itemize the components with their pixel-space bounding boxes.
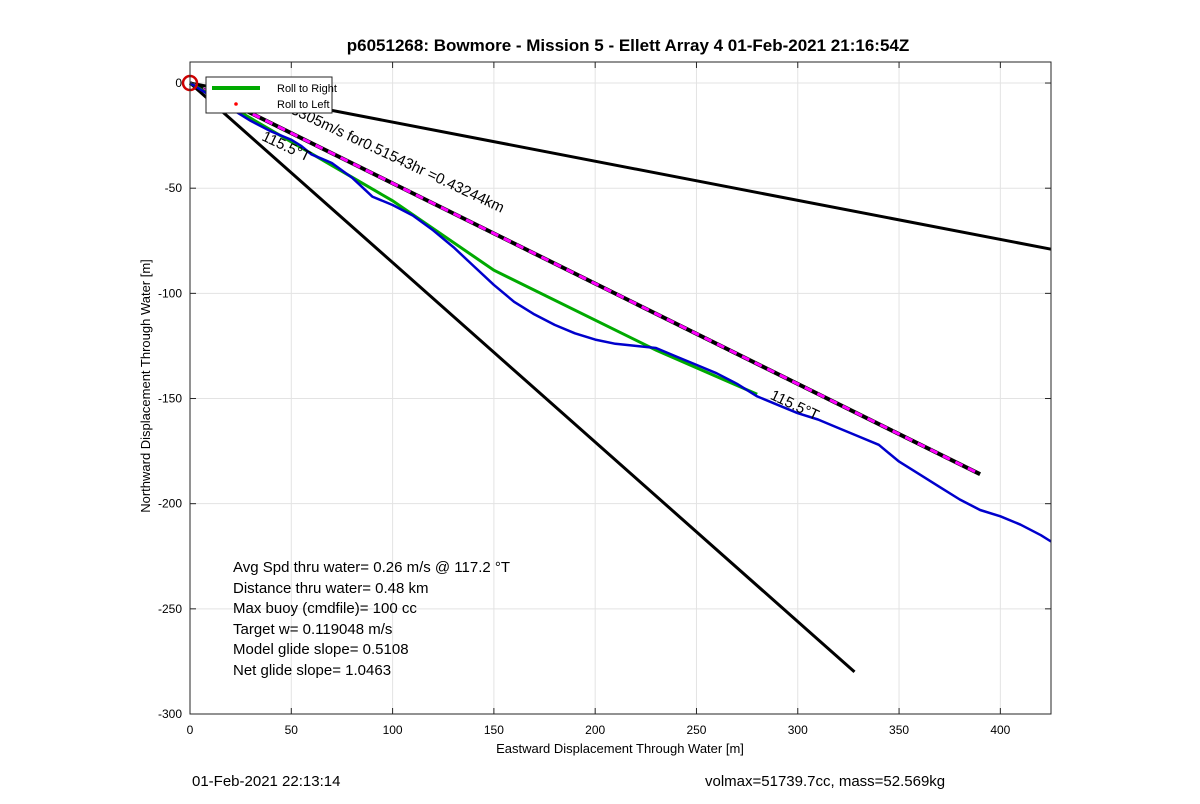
chart-title: p6051268: Bowmore - Mission 5 - Ellett A… xyxy=(347,36,910,55)
series-average-course xyxy=(189,81,981,476)
stat-avg-speed: Avg Spd thru water= 0.26 m/s @ 117.2 °T xyxy=(233,559,510,576)
stat-model-glide: Model glide slope= 0.5108 xyxy=(233,641,409,658)
x-tick-label: 200 xyxy=(585,723,605,737)
series-track xyxy=(189,81,1052,543)
y-tick-label: 0 xyxy=(175,76,182,90)
legend-label-roll-right: Roll to Right xyxy=(277,83,337,95)
stats-block: Avg Spd thru water= 0.26 m/s @ 117.2 °T … xyxy=(233,559,510,679)
tick-layer: 0 50 100 150 200 250 300 350 400 0 -50 -100 -150 -200… xyxy=(158,62,1051,737)
series-layer xyxy=(181,74,1052,674)
grid-layer xyxy=(189,62,1051,715)
footer-timestamp: 01-Feb-2021 22:13:14 xyxy=(192,773,341,790)
stat-max-buoy: Max buoy (cmdfile)= 100 cc xyxy=(233,600,417,617)
stat-target-w: Target w= 0.119048 m/s xyxy=(233,621,392,638)
series-bound-lower xyxy=(189,81,856,674)
y-tick-label: -300 xyxy=(158,707,182,721)
x-tick-label: 100 xyxy=(383,723,403,737)
stat-net-glide: Net glide slope= 1.0463 xyxy=(233,662,391,679)
stat-distance: Distance thru water= 0.48 km xyxy=(233,580,429,597)
x-axis-label: Eastward Displacement Through Water [m] xyxy=(496,741,744,756)
y-tick-label: -50 xyxy=(165,181,183,195)
series-bound-upper xyxy=(189,81,1052,251)
x-tick-label: 0 xyxy=(187,723,194,737)
legend-box xyxy=(205,76,333,114)
y-tick-label: -100 xyxy=(158,286,182,300)
legend-dot-roll-left xyxy=(234,102,238,106)
x-tick-label: 50 xyxy=(285,723,299,737)
footer-params: volmax=51739.7cc, mass=52.569kg xyxy=(705,773,946,790)
legend: Roll to Right Roll to Left xyxy=(205,76,337,114)
y-tick-label: -250 xyxy=(158,602,182,616)
x-tick-label: 350 xyxy=(889,723,909,737)
legend-label-roll-left: Roll to Left xyxy=(277,99,330,111)
plot-frame xyxy=(189,61,1052,715)
x-tick-label: 400 xyxy=(990,723,1010,737)
x-tick-label: 150 xyxy=(484,723,504,737)
x-tick-label: 300 xyxy=(788,723,808,737)
y-tick-label: -200 xyxy=(158,497,182,511)
x-tick-label: 250 xyxy=(686,723,706,737)
y-axis-label: Northward Displacement Through Water [m] xyxy=(138,259,153,513)
y-tick-label: -150 xyxy=(158,392,182,406)
series-roll-to-right xyxy=(189,81,758,396)
